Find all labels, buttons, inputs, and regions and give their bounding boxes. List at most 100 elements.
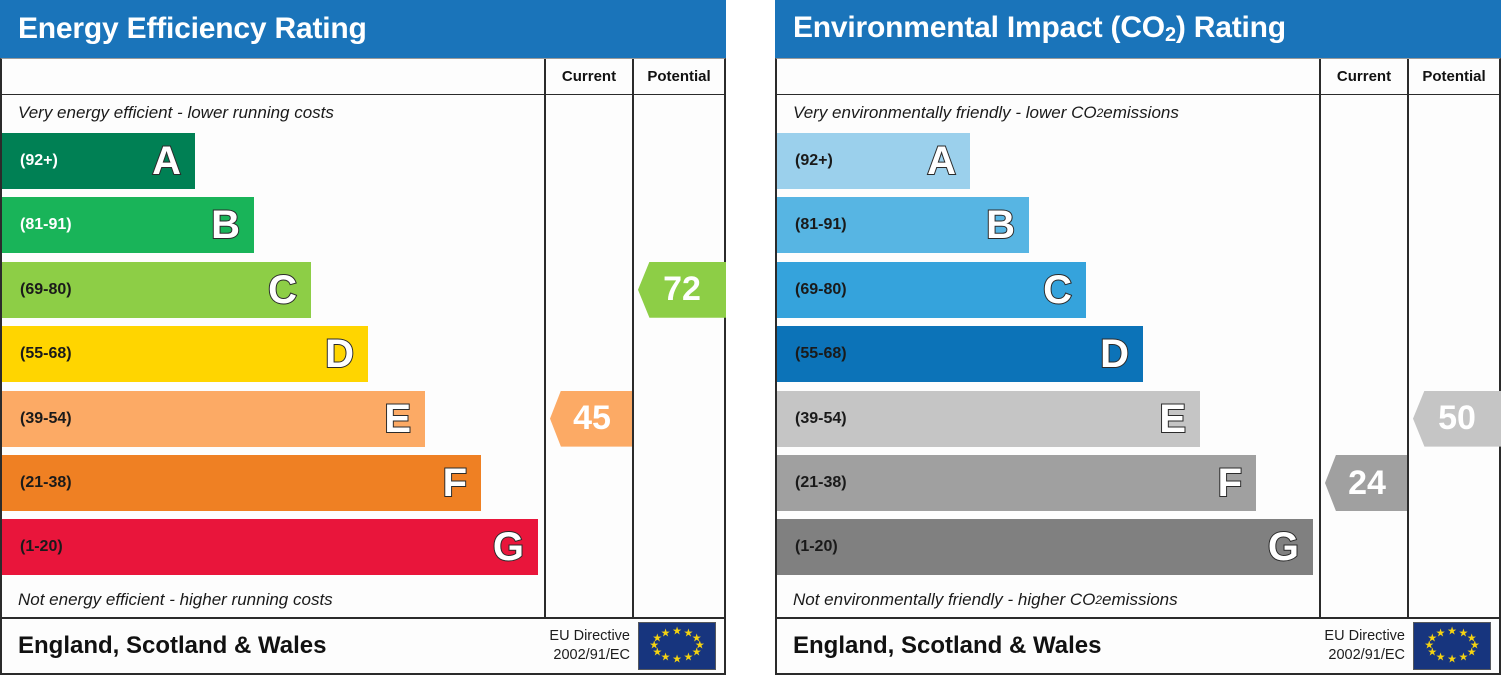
chart-grid-area: Very environmentally friendly - lower CO… bbox=[777, 95, 1501, 618]
band-row-d: (55-68) D bbox=[777, 326, 1143, 383]
band-letter-d: D bbox=[324, 332, 355, 377]
band-letter-b: B bbox=[985, 203, 1016, 248]
band-row-f: (21-38) F bbox=[2, 455, 481, 511]
band-letter-c: C bbox=[1042, 267, 1073, 312]
eu-flag-star: ★ bbox=[1427, 632, 1438, 645]
band-letter-a: A bbox=[151, 139, 182, 183]
eu-flag-star: ★ bbox=[1424, 639, 1435, 652]
page-title: Energy Efficiency Rating bbox=[18, 12, 367, 46]
eu-flag-star: ★ bbox=[1458, 627, 1469, 640]
eu-flag-star: ★ bbox=[694, 639, 705, 652]
caption-top: Very environmentally friendly - lower CO… bbox=[777, 95, 1319, 131]
band-letter-c: C bbox=[267, 267, 298, 312]
band-row-e: (39-54) E bbox=[2, 390, 425, 447]
eu-flag-star: ★ bbox=[652, 632, 663, 645]
eu-flag-star: ★ bbox=[1435, 627, 1446, 640]
band-range-label: (39-54) bbox=[795, 409, 847, 427]
band-row-b: (81-91) B bbox=[777, 197, 1029, 254]
bands-pane: Very energy efficient - lower running co… bbox=[2, 95, 544, 618]
chart-header-bar: Environmental Impact (CO2) Rating bbox=[775, 0, 1501, 58]
band-range-label: (1-20) bbox=[20, 538, 63, 556]
column-header-potential: Potential bbox=[632, 59, 724, 94]
chart-body: Current Potential Very environmentally f… bbox=[775, 58, 1501, 675]
potential-rating-marker: 50 bbox=[1413, 390, 1501, 447]
band-letter-g: G bbox=[1267, 525, 1300, 570]
band-letter-g: G bbox=[492, 525, 525, 570]
footer-region-label: England, Scotland & Wales bbox=[793, 632, 1102, 659]
band-row-f: (21-38) F bbox=[777, 455, 1256, 511]
caption-bottom-tail: emissions bbox=[1102, 590, 1178, 609]
current-rating-marker: 24 bbox=[1325, 455, 1409, 511]
footer-directive-line1: EU Directive bbox=[549, 628, 630, 645]
page-title: Environmental Impact (CO2) Rating bbox=[793, 11, 1286, 47]
eu-flag-star: ★ bbox=[672, 625, 682, 638]
caption-bottom: Not energy efficient - higher running co… bbox=[2, 582, 544, 618]
eu-flag-star: ★ bbox=[1447, 653, 1457, 666]
band-row-a: (92+) A bbox=[777, 133, 970, 189]
caption-bottom-subscript: 2 bbox=[1095, 593, 1103, 607]
caption-top-tail: emissions bbox=[1103, 103, 1179, 122]
band-range-label: (55-68) bbox=[20, 345, 72, 363]
eu-flag-star: ★ bbox=[1458, 651, 1469, 664]
eu-flag-star: ★ bbox=[660, 627, 671, 640]
band-list: (92+) A (81-91) B (69-80) C (55-68) D (39-54) E (2… bbox=[777, 131, 1319, 582]
eu-flag-star: ★ bbox=[1435, 651, 1446, 664]
caption-bottom-text: Not environmentally friendly - higher CO bbox=[793, 590, 1096, 609]
eu-flag-icon: ★ ★ ★ ★ ★ ★ ★ ★ ★ ★ ★ ★ bbox=[1413, 622, 1491, 670]
eu-flag-star: ★ bbox=[683, 651, 694, 664]
eu-flag-star: ★ bbox=[1447, 625, 1457, 638]
caption-top: Very energy efficient - lower running co… bbox=[2, 95, 544, 131]
caption-bottom: Not environmentally friendly - higher CO… bbox=[777, 582, 1319, 618]
footer-directive: EU Directive 2002/91/EC bbox=[549, 627, 630, 664]
band-letter-b: B bbox=[210, 203, 241, 248]
current-value-column: 24 bbox=[1319, 95, 1409, 618]
environmental-impact-rating-chart: Environmental Impact (CO2) Rating Curren… bbox=[775, 0, 1501, 675]
eu-flag-star: ★ bbox=[1466, 646, 1477, 659]
bands-pane: Very environmentally friendly - lower CO… bbox=[777, 95, 1319, 618]
band-letter-d: D bbox=[1099, 332, 1130, 377]
band-range-label: (92+) bbox=[795, 152, 833, 169]
band-letter-f: F bbox=[1217, 461, 1243, 505]
band-row-a: (92+) A bbox=[2, 133, 195, 189]
energy-efficiency-rating-chart: Energy Efficiency Rating Current Potenti… bbox=[0, 0, 726, 675]
band-row-b: (81-91) B bbox=[2, 197, 254, 254]
band-range-label: (69-80) bbox=[20, 280, 72, 298]
footer-directive-line2: 2002/91/EC bbox=[1328, 647, 1405, 663]
band-range-label: (55-68) bbox=[795, 345, 847, 363]
potential-rating-marker: 72 bbox=[638, 261, 726, 318]
band-letter-f: F bbox=[442, 461, 468, 505]
band-letter-e: E bbox=[383, 396, 412, 441]
band-row-g: (1-20) G bbox=[2, 519, 538, 576]
eu-flag-star: ★ bbox=[691, 646, 702, 659]
band-range-label: (21-38) bbox=[795, 474, 847, 491]
band-range-label: (21-38) bbox=[20, 474, 72, 491]
chart-header-bar: Energy Efficiency Rating bbox=[0, 0, 726, 58]
potential-value-column: 50 bbox=[1407, 95, 1501, 618]
eu-flag-star: ★ bbox=[660, 651, 671, 664]
caption-top-text: Very energy efficient - lower running co… bbox=[18, 103, 334, 122]
footer-directive: EU Directive 2002/91/EC bbox=[1324, 627, 1405, 664]
band-letter-e: E bbox=[1158, 396, 1187, 441]
band-letter-a: A bbox=[926, 139, 957, 183]
eu-flag-icon: ★ ★ ★ ★ ★ ★ ★ ★ ★ ★ ★ ★ bbox=[638, 622, 716, 670]
band-row-e: (39-54) E bbox=[777, 390, 1200, 447]
band-range-label: (81-91) bbox=[20, 216, 72, 234]
band-range-label: (92+) bbox=[20, 152, 58, 169]
band-range-label: (39-54) bbox=[20, 409, 72, 427]
certificate-footer: England, Scotland & Wales EU Directive 2… bbox=[0, 617, 726, 675]
eu-flag-star: ★ bbox=[1469, 639, 1480, 652]
footer-directive-line1: EU Directive bbox=[1324, 628, 1405, 645]
band-list: (92+) A (81-91) B (69-80) C (55-68) D (39-54) E (2… bbox=[2, 131, 544, 582]
column-header-row: Current Potential bbox=[2, 59, 724, 95]
potential-value-column: 72 bbox=[632, 95, 726, 618]
eu-flag-star: ★ bbox=[1466, 632, 1477, 645]
footer-region-label: England, Scotland & Wales bbox=[18, 632, 327, 659]
eu-flag-star: ★ bbox=[691, 632, 702, 645]
chart-grid-area: Very energy efficient - lower running co… bbox=[2, 95, 726, 618]
band-row-c: (69-80) C bbox=[2, 261, 311, 318]
band-row-g: (1-20) G bbox=[777, 519, 1313, 576]
band-row-d: (55-68) D bbox=[2, 326, 368, 383]
column-header-spacer bbox=[2, 59, 544, 94]
eu-flag-star: ★ bbox=[683, 627, 694, 640]
